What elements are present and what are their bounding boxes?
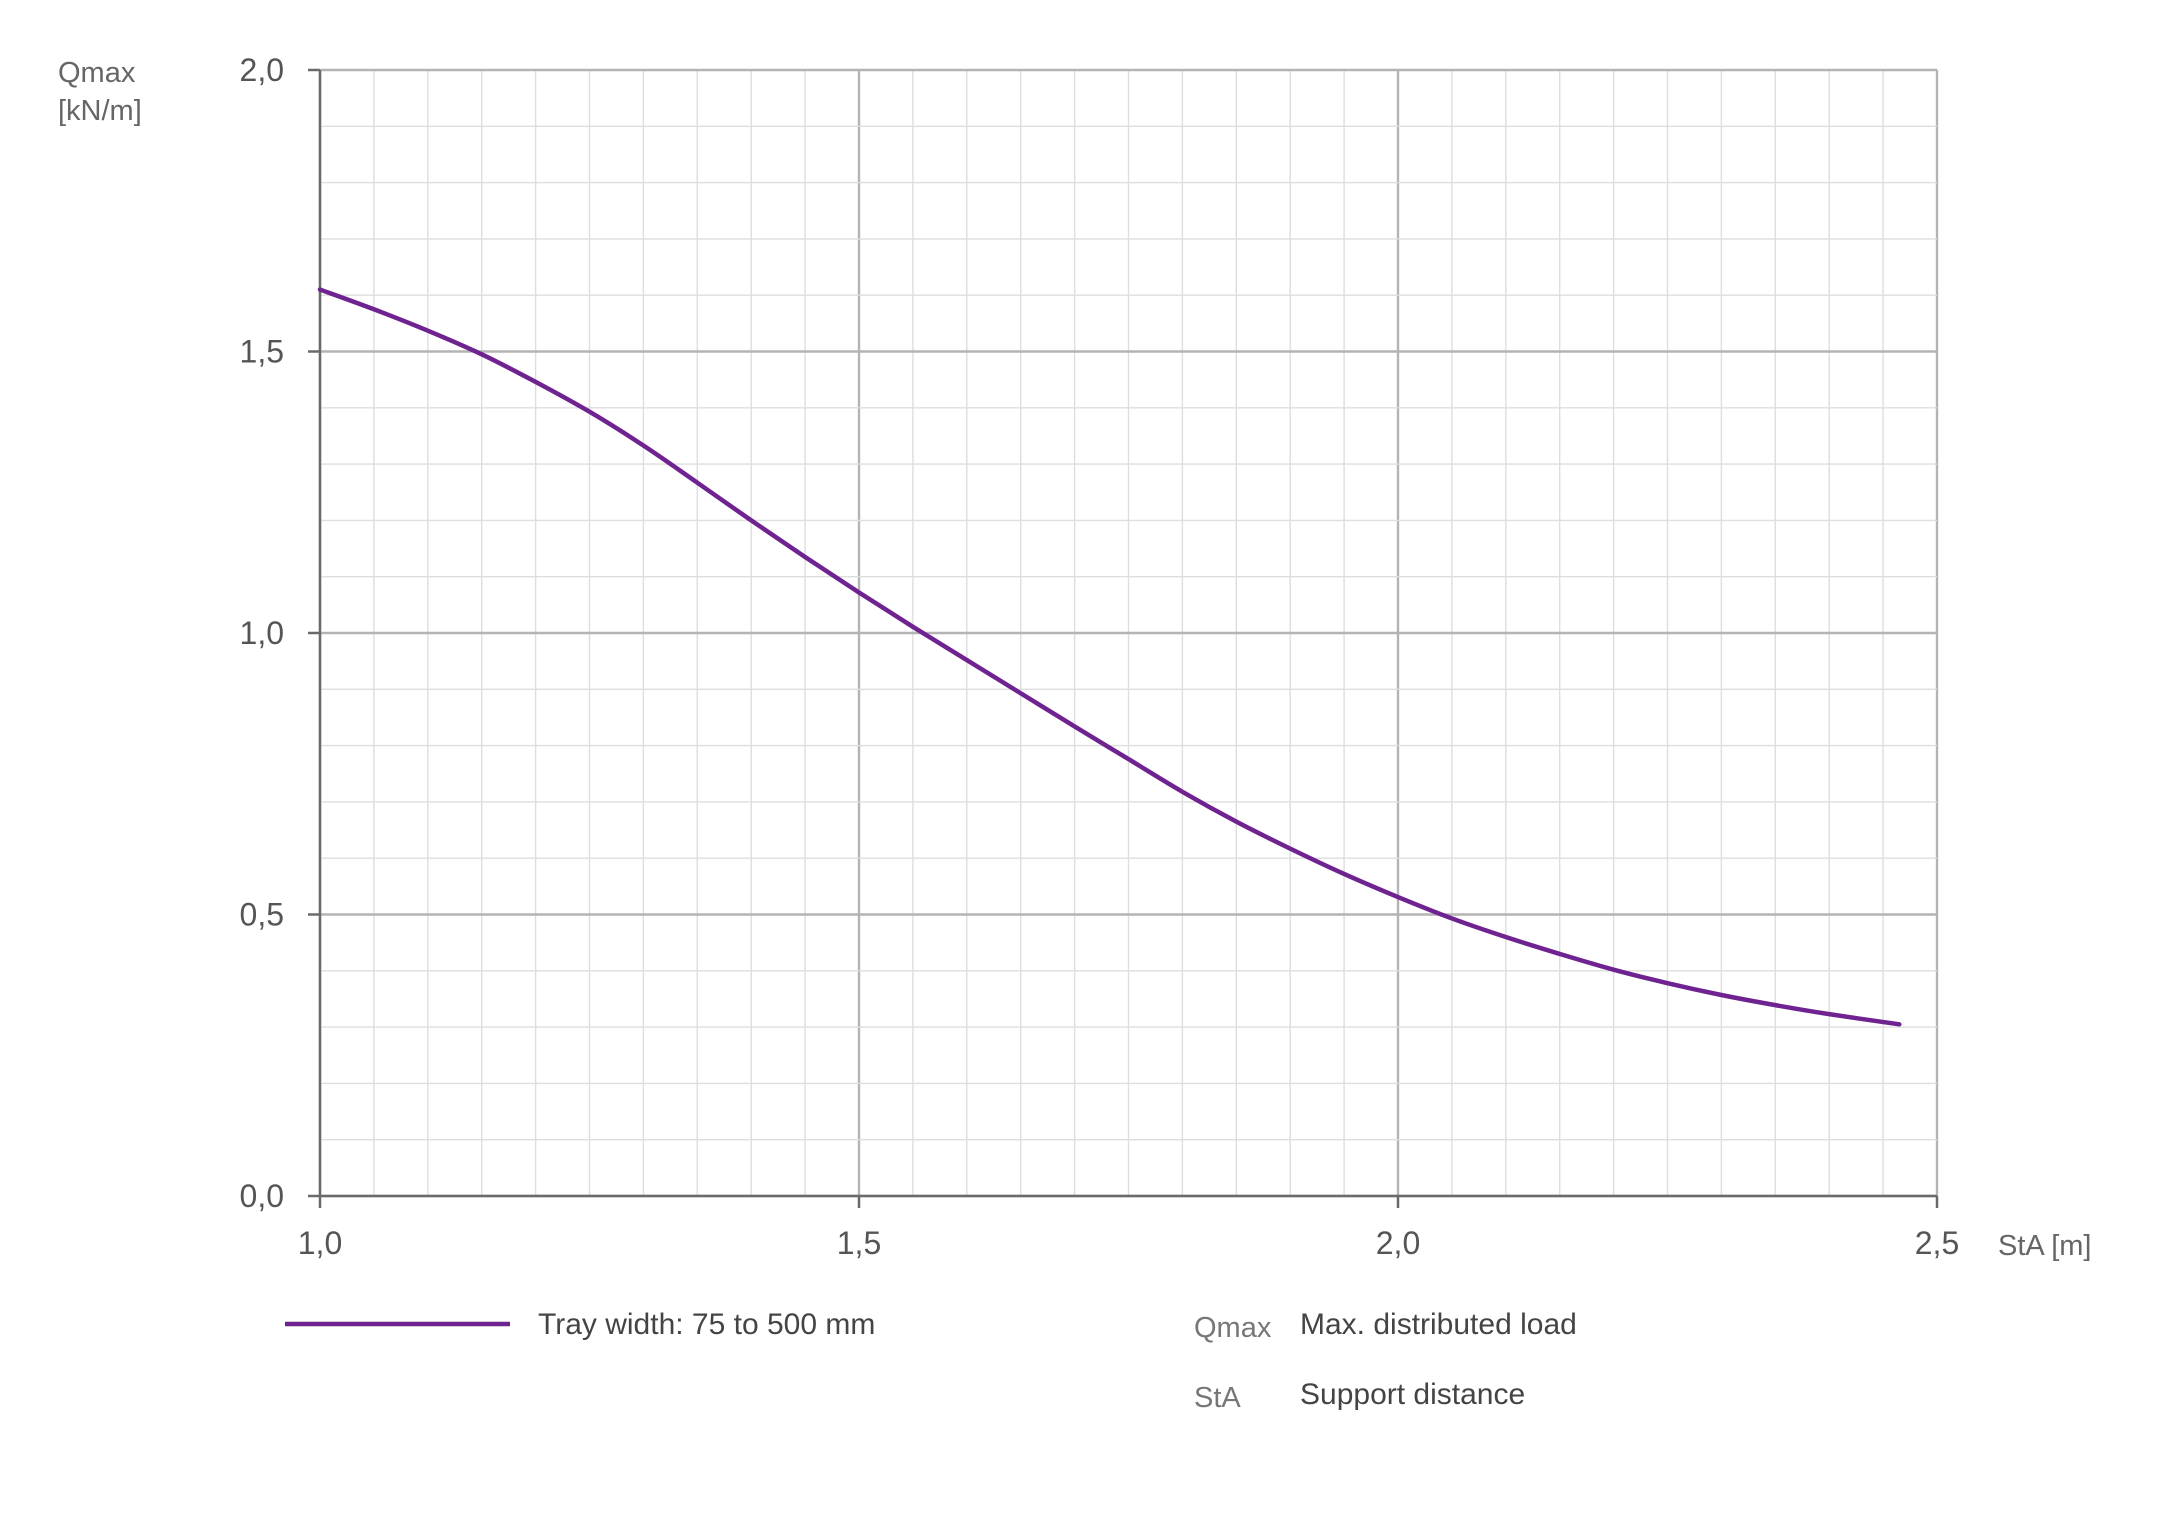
tick-labels: 1,0 1,5 2,0 2,5 0,0 0,5 1,0 1,5 2,0	[240, 52, 1960, 1261]
series-line	[317, 287, 1902, 1027]
y-tick-label: 0,0	[240, 1178, 284, 1214]
x-axis-label: StA [m]	[1998, 1230, 2091, 1262]
legend-series-label: Tray width: 75 to 500 mm	[538, 1308, 875, 1341]
x-tick-label: 2,5	[1915, 1225, 1959, 1261]
legend-def-qmax: Max. distributed load	[1300, 1308, 1577, 1341]
x-tick-label: 1,5	[837, 1225, 881, 1261]
y-tick-label: 1,0	[240, 615, 284, 651]
grid	[318, 68, 1939, 1198]
y-tick-label: 0,5	[240, 897, 284, 933]
legend-abbr-qmax: Qmax	[1194, 1312, 1272, 1344]
series-layer	[317, 287, 1902, 1027]
legend-abbr-sta: StA	[1194, 1382, 1241, 1414]
y-tick-label: 1,5	[240, 334, 284, 370]
y-tick-label: 2,0	[240, 52, 284, 88]
legend: Tray width: 75 to 500 mm Qmax Max. distr…	[285, 1308, 1577, 1414]
axes	[308, 68, 1939, 1208]
x-tick-label: 1,0	[298, 1225, 342, 1261]
legend-def-sta: Support distance	[1300, 1378, 1525, 1411]
y-axis-label-line1: Qmax	[58, 57, 136, 89]
x-tick-label: 2,0	[1376, 1225, 1420, 1261]
y-axis-label-line2: [kN/m]	[58, 95, 142, 127]
